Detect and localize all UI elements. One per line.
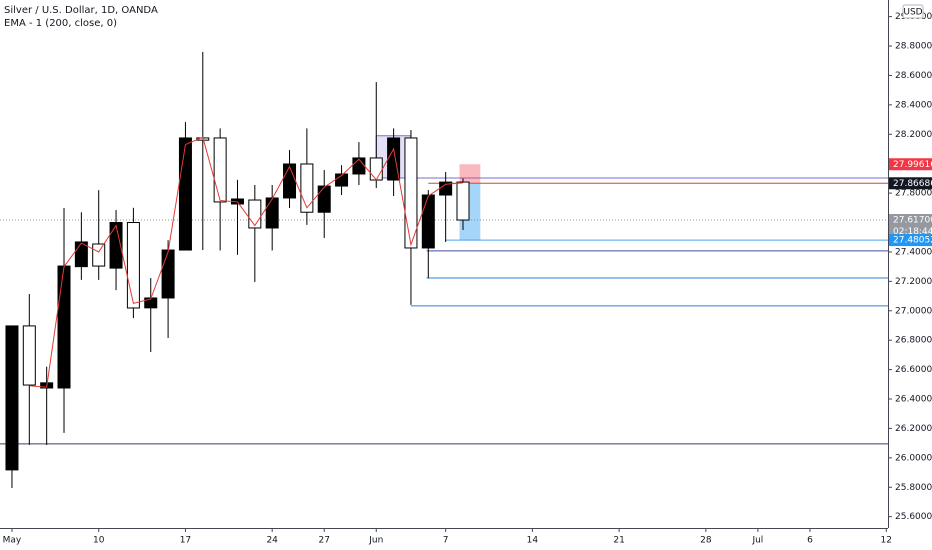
price-label-box (889, 158, 932, 171)
x-tick-label: 12 (881, 536, 892, 546)
candle-body (421, 194, 435, 249)
y-tick-label: 27.00000 (895, 306, 932, 316)
y-tick-label: 26.60000 (895, 365, 932, 375)
y-tick-label: 28.20000 (895, 130, 932, 140)
price-label: 27.86686 (893, 179, 932, 189)
price-label: 27.99616 (893, 160, 932, 170)
x-tick-label: 14 (527, 536, 539, 546)
candle-body (5, 325, 19, 471)
x-tick-label: 27 (318, 536, 329, 546)
countdown-box (889, 226, 932, 238)
candle-body (161, 249, 175, 299)
y-tick-label: 28.60000 (895, 71, 932, 81)
y-tick-label: 27.80000 (895, 189, 932, 199)
x-tick-label: 6 (807, 536, 813, 546)
candle-body (92, 243, 106, 267)
x-tick-label: 7 (443, 536, 449, 546)
candle-body (213, 137, 227, 203)
ema-line (29, 136, 464, 388)
candle-body (352, 157, 366, 175)
x-tick-label: 28 (700, 536, 712, 546)
currency-box[interactable] (902, 4, 924, 19)
price-label-box (889, 214, 932, 227)
x-tick-label: Jun (368, 536, 383, 546)
candle-body (265, 197, 279, 229)
indicator-title: EMA - 1 (200, close, 0) (4, 18, 117, 29)
x-tick-label: 17 (180, 536, 191, 546)
price-label-box (889, 234, 932, 247)
x-tick-label: 21 (613, 536, 624, 546)
y-tick-label: 27.20000 (895, 277, 932, 287)
x-tick-label: May (3, 536, 22, 546)
candle-body (456, 181, 470, 221)
y-tick-label: 26.00000 (895, 453, 932, 463)
y-tick-label: 25.60000 (895, 512, 932, 522)
y-tick-label: 28.40000 (895, 100, 932, 110)
y-tick-label: 27.40000 (895, 247, 932, 257)
stop-zone (459, 164, 481, 184)
price-label: 27.48052 (893, 236, 932, 246)
x-tick-label: 24 (266, 536, 278, 546)
candle-body (283, 163, 297, 199)
candle-body (109, 222, 123, 269)
candle-body (300, 163, 314, 213)
price-label: 27.61700 (893, 216, 932, 226)
candle-body (178, 137, 192, 251)
currency[interactable]: USD (903, 8, 922, 18)
plot (0, 51, 888, 488)
candle-body (404, 137, 418, 249)
countdown: 02:18:44 (893, 227, 932, 237)
x-tick-label: Jul (751, 536, 763, 546)
y-tick-label: 28.80000 (895, 42, 932, 52)
candle-body (317, 185, 331, 213)
candle-body (57, 265, 71, 389)
x-tick-label: 10 (93, 536, 105, 546)
candle-body (126, 222, 140, 309)
candle-body (22, 325, 36, 386)
candle-body (248, 199, 262, 229)
price-label-box (889, 177, 932, 190)
symbol-title: Silver / U.S. Dollar, 1D, OANDA (4, 5, 158, 16)
y-tick-label: 26.20000 (895, 424, 932, 434)
y-tick-label: 26.80000 (895, 336, 932, 346)
y-tick-label: 26.40000 (895, 395, 932, 405)
candle-body (369, 157, 383, 181)
y-tick-label: 25.80000 (895, 483, 932, 493)
candle-body (74, 241, 88, 268)
